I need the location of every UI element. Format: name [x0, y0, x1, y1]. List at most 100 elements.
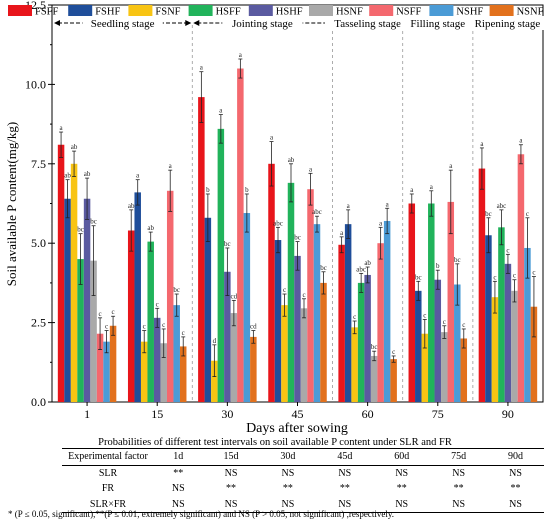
- significance-letter: c: [162, 321, 165, 329]
- bar-chart: Seedling stage Jointing stage Tasseling st…: [4, 0, 548, 436]
- significance-letter: bc: [454, 256, 461, 264]
- legend-label: NSNF: [517, 7, 544, 18]
- stage-annotations: Seedling stage Jointing stage Tasseling st…: [54, 16, 548, 30]
- legend-label: FSFF: [35, 7, 59, 18]
- significance-letter: a: [449, 162, 453, 170]
- x-tick-label: 45: [292, 407, 304, 421]
- header-cell: Experimental factor: [62, 448, 154, 466]
- legend-label: NSHF: [456, 7, 483, 18]
- significance-letter: c: [112, 308, 115, 316]
- header-cell: 60d: [373, 448, 431, 466]
- table-cell: NS: [281, 467, 295, 479]
- significance-letter: c: [156, 300, 159, 308]
- significance-letter: a: [379, 219, 383, 227]
- bar-hsff: [357, 282, 365, 402]
- bar-fshf: [274, 240, 282, 402]
- stage-label-bg: [222, 16, 303, 30]
- significance-letter: bc: [294, 234, 301, 242]
- bar-nshf: [454, 284, 461, 402]
- significance-letter: bc: [224, 240, 231, 248]
- significance-letter: ab: [71, 143, 78, 151]
- significance-letter: c: [143, 323, 146, 331]
- bar-hshf: [434, 279, 442, 402]
- significance-footnote: * (P ≤ 0.05, significant),**(P ≤ 0.01, e…: [8, 509, 395, 519]
- significance-letter: abc: [356, 265, 366, 273]
- significance-letter: a: [60, 124, 64, 132]
- legend-swatch-hsff: [188, 5, 213, 16]
- table-cell: NS: [171, 483, 185, 495]
- header-cell: 75d: [430, 448, 488, 466]
- bar-fshf: [485, 235, 492, 402]
- stats-table-header-row: Experimental factor 1d 15d 30d 45d 60d 7…: [62, 448, 544, 466]
- table-cell: SLR×FR: [62, 496, 154, 513]
- stage-separators: [191, 25, 474, 402]
- significance-letter: a: [239, 51, 243, 59]
- significance-letter: ab: [128, 202, 135, 210]
- x-axis-title: Days after sowing: [246, 421, 348, 436]
- bar-nshf: [173, 305, 180, 402]
- table-cell: NS: [452, 467, 466, 479]
- legend-swatch-hsnf: [309, 5, 333, 16]
- table-cell: NS: [373, 496, 431, 513]
- bar-nsff: [237, 68, 244, 403]
- bar-hsnf: [160, 343, 167, 402]
- significance-letter: b: [436, 262, 440, 270]
- header-cell: 45d: [316, 448, 374, 466]
- legend-swatch-fshf: [68, 5, 93, 16]
- bar-hsff: [77, 259, 84, 402]
- x-tick-label: 30: [221, 407, 233, 421]
- bar-fsff: [338, 244, 345, 402]
- bar-nsnf: [320, 282, 327, 402]
- bar-fshf: [204, 217, 212, 402]
- legend-label: HSFF: [216, 7, 241, 18]
- significance-letter: b: [245, 186, 249, 194]
- bar-nsff: [307, 189, 314, 402]
- significance-letter: abc: [312, 208, 322, 216]
- significance-letter: bc: [320, 264, 327, 272]
- significance-letter: a: [136, 172, 140, 180]
- bar-hsff: [428, 203, 435, 402]
- bar-fsnf: [70, 163, 78, 402]
- bar-nshf: [383, 220, 391, 402]
- significance-letter: bc: [77, 226, 84, 234]
- bar-nsff: [377, 243, 384, 402]
- bar-fsnf: [491, 297, 499, 402]
- significance-letter: bc: [415, 273, 422, 281]
- table-cell: **: [396, 483, 407, 495]
- significance-letter: c: [513, 272, 516, 280]
- significance-letter: a: [386, 200, 390, 208]
- y-tick-label: 5.0: [31, 236, 46, 250]
- stats-table-caption: Probabilities of different test interval…: [98, 437, 452, 448]
- bar-hsff: [287, 182, 295, 402]
- bar-nsff: [96, 333, 104, 402]
- bar-nsff: [447, 201, 455, 402]
- stage-arrowhead: [185, 20, 192, 26]
- bar-fsnf: [351, 327, 358, 402]
- table-cell: NS: [202, 496, 260, 513]
- stage-label-bg: [467, 16, 548, 30]
- x-tick-label: 1: [84, 407, 90, 421]
- bar-hshf: [224, 271, 231, 402]
- significance-letter: c: [506, 246, 509, 254]
- bar-hsnf: [300, 308, 308, 402]
- x-tick-label: 15: [151, 407, 163, 421]
- stats-table: Experimental factor 1d 15d 30d 45d 60d 7…: [62, 448, 544, 513]
- bar-hshf: [504, 263, 512, 402]
- table-cell: NS: [487, 496, 544, 513]
- bar-nshf: [524, 247, 531, 402]
- table-cell: NS: [338, 467, 352, 479]
- header-cell: 15d: [202, 448, 260, 466]
- bar-nsnf: [179, 346, 187, 402]
- bar-nshf: [313, 224, 321, 402]
- error-bars: [59, 58, 536, 377]
- significance-letter: ab: [84, 170, 91, 178]
- bar-fsff: [408, 203, 416, 402]
- table-cell: **: [510, 483, 521, 495]
- significance-letter: c: [182, 329, 185, 337]
- bar-fsnf: [140, 341, 148, 402]
- table-cell: NS: [430, 496, 488, 513]
- y-tick-label: 10.0: [25, 77, 46, 91]
- bar-nsff: [166, 190, 174, 402]
- significance-letter: ab: [288, 156, 295, 164]
